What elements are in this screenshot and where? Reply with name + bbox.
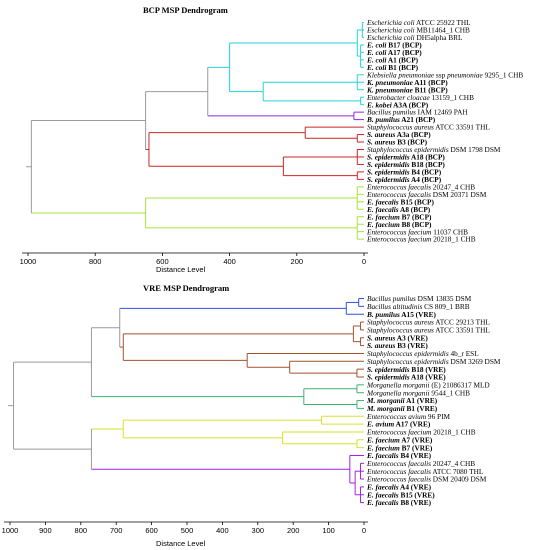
tick-label: 0 [362, 526, 366, 535]
tick-label: 1000 [2, 526, 19, 535]
bcp-dendrogram-title: BCP MSP Dendrogram [143, 5, 228, 15]
leaf-label: S. epidermidis A18 (BCP) [367, 153, 445, 162]
leaf-label: S. aureus A3 (VRE) [367, 333, 428, 342]
leaf-label: S. epidermidis B18 (BCP) [367, 160, 445, 169]
tick-label: 100 [322, 526, 335, 535]
tick-label: 0 [362, 257, 366, 266]
tick-label: 500 [181, 526, 194, 535]
leaf-label: Escherichia coli ATCC 25922 THL [366, 18, 471, 27]
leaf-label: Staphylococcus aureus ATCC 33591 THL [367, 326, 490, 335]
leaf-label: S. aureus B3 (VRE) [367, 341, 428, 350]
leaf-label: Bacillus pumilus IAM 12469 PAH [367, 108, 468, 117]
leaf-label: B. pumilus A21 (BCP) [366, 115, 436, 124]
leaf-label: Staphylococcus epidermidis DSM 3269 DSM [367, 357, 501, 366]
leaf-label: E. coli B1 (BCP) [366, 63, 419, 72]
leaf-label: E. coli B17 (BCP) [366, 41, 422, 50]
leaf-label: Enterococcus avium 96 PIM [366, 412, 451, 421]
leaf-label: Bacillus pumilus DSM 13835 DSM [367, 294, 472, 303]
leaf-label: E. faecalis B8 (VRE) [366, 498, 432, 507]
tick-label: 400 [216, 526, 229, 535]
tick-label: 200 [287, 526, 300, 535]
leaf-label: E. coli A1 (BCP) [366, 55, 419, 64]
leaf-label: Staphylococcus epidermidis 4b_r ESL [367, 349, 479, 358]
bcp-leaf-labels: Escherichia coli ATCC 25922 THLEscherich… [366, 18, 523, 244]
leaf-label: Enterococcus faecalis ATCC 7080 THL [366, 467, 484, 476]
bcp-distance-axis: 1000 800 600 400 200 0 [20, 252, 368, 266]
bcp-dendrogram-panel: BCP MSP Dendrogram Escherichia coli ATCC… [20, 5, 524, 274]
leaf-label: Enterococcus faecalis DSM 20409 DSM [366, 475, 487, 484]
leaf-label: S. epidermidis B4 (BCP) [367, 168, 442, 177]
leaf-label: S. aureus B3 (BCP) [367, 138, 428, 147]
leaf-label: E. faecium B8 (BCP) [366, 220, 432, 229]
bcp-axis-label: Distance Level [156, 265, 206, 274]
vre-distance-axis: 1000 900 800 700 600 500 400 300 200 100 0 [2, 521, 368, 535]
tick-label: 800 [75, 526, 88, 535]
leaf-label: Enterococcus faecalis 20247_4 CHB [366, 459, 475, 468]
leaf-label: Morganella morganii 9544_1 CHB [366, 388, 470, 397]
leaf-label: E. faecalis B15 (VRE) [366, 490, 435, 499]
tick-label: 300 [252, 526, 265, 535]
leaf-label: E. faecalis A4 (VRE) [366, 483, 432, 492]
tick-label: 1000 [20, 257, 37, 266]
leaf-label: E. faecium B7 (BCP) [366, 212, 432, 221]
tick-label: 200 [291, 257, 304, 266]
leaf-label: Enterococcus faecium 11037 CHB [366, 227, 468, 236]
bcp-tree [26, 22, 364, 240]
leaf-label: E. faecalis B15 (BCP) [366, 197, 434, 206]
tick-label: 900 [39, 526, 52, 535]
leaf-label: S. epidermidis B18 (VRE) [367, 365, 446, 374]
tick-label: 400 [223, 257, 236, 266]
leaf-label: E. faecalis A8 (BCP) [366, 205, 431, 214]
leaf-label: E. faecium A7 (VRE) [366, 435, 433, 444]
leaf-label: Enterococcus faecalis 20247_4 CHB [366, 182, 475, 191]
leaf-label: Morganella morganii (E) 21086317 MLD [366, 380, 490, 389]
leaf-label: Staphylococcus aureus ATCC 33591 THL [367, 123, 490, 132]
leaf-label: E. kobei A3A (BCP) [366, 100, 429, 109]
leaf-label: S. aureus A3a (BCP) [367, 130, 431, 139]
leaf-label: E. faecalis B4 (VRE) [366, 451, 432, 460]
leaf-label: Enterococcus faecium 20218_1 CHB [366, 235, 476, 244]
leaf-label: E. faecium B7 (VRE) [366, 443, 433, 452]
leaf-label: Klebsiella pneumoniae ssp pneumoniae 929… [366, 70, 523, 79]
leaf-label: M. morganii A1 (VRE) [366, 396, 438, 405]
leaf-label: S. epidermidis A18 (VRE) [367, 373, 446, 382]
leaf-label: Escherichia coli DH5alpha BRL [366, 33, 463, 42]
leaf-label: Enterococcus faecium 20218_1 CHB [366, 428, 476, 437]
leaf-label: B. pumilus A15 (VRE) [366, 310, 437, 319]
leaf-label: E. coli A17 (BCP) [366, 48, 422, 57]
tick-label: 600 [156, 257, 169, 266]
vre-tree [8, 298, 364, 504]
leaf-label: Staphylococcus aureus ATCC 29213 THL [367, 318, 490, 327]
leaf-label: K. pneumoniae B11 (BCP) [366, 85, 448, 94]
leaf-label: M. morganii B1 (VRE) [366, 404, 438, 413]
tick-label: 600 [145, 526, 158, 535]
leaf-label: Staphylococcus epidermidis DSM 1798 DSM [367, 145, 501, 154]
leaf-label: Escherichia coli MB11464_1 CHB [366, 26, 470, 35]
leaf-label: K. pneumoniae A11 (BCP) [366, 78, 448, 87]
vre-dendrogram-title: VRE MSP Dendrogram [143, 283, 229, 293]
leaf-label: Bacillus altitudinis CS 809_1 BRB [367, 302, 470, 311]
leaf-label: Enterobacter cloacae 13159_1 CHB [366, 93, 474, 102]
leaf-label: Enterococcus faecalis DSM 20371 DSM [366, 190, 487, 199]
vre-dendrogram-panel: VRE MSP Dendrogram Bacillus pumilus DSM … [2, 283, 501, 548]
leaf-label: S. epidermidis A4 (BCP) [367, 175, 442, 184]
vre-axis-label: Distance Level [156, 539, 206, 548]
leaf-label: E. avium A17 (VRE) [366, 420, 431, 429]
tick-label: 800 [89, 257, 102, 266]
tick-label: 700 [110, 526, 123, 535]
